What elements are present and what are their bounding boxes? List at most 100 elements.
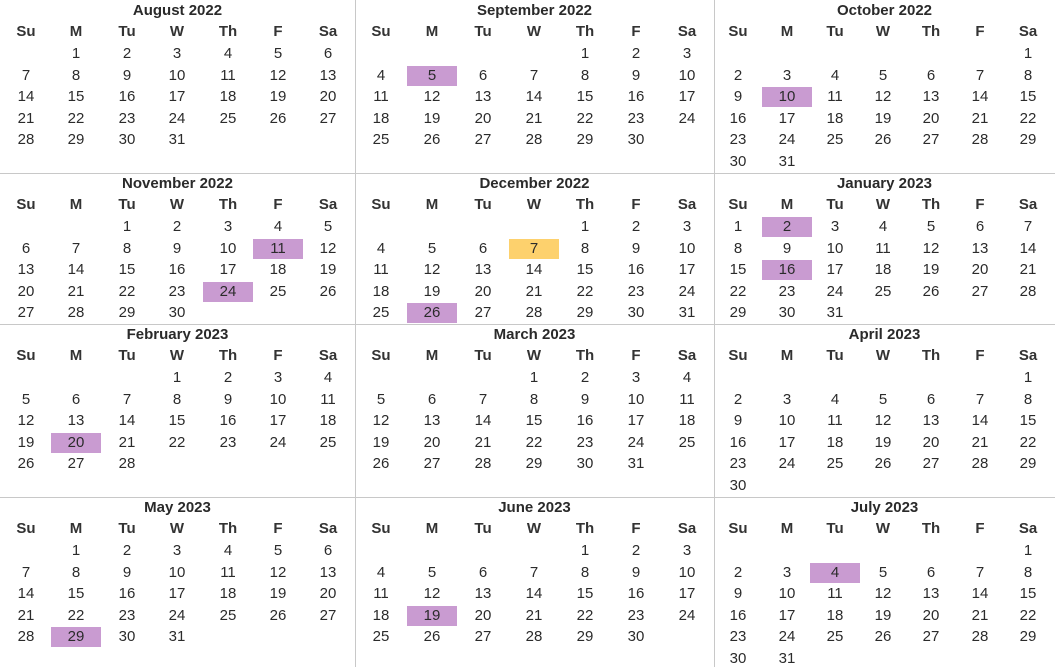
day-cell[interactable]: 21 xyxy=(118,433,136,451)
day-cell[interactable]: 3 xyxy=(631,369,641,386)
day-cell[interactable]: 7 xyxy=(975,390,985,408)
day-cell[interactable]: 2 xyxy=(223,369,233,386)
day-cell[interactable]: 11 xyxy=(679,390,695,408)
day-cell[interactable]: 11 xyxy=(320,390,336,408)
day-cell[interactable]: 25 xyxy=(219,109,237,127)
day-cell[interactable]: 6 xyxy=(71,390,81,408)
day-cell[interactable]: 21 xyxy=(525,606,543,624)
day-cell[interactable]: 10 xyxy=(168,66,186,84)
day-cell[interactable]: 30 xyxy=(729,476,747,494)
day-cell[interactable]: 23 xyxy=(118,606,136,624)
day-cell[interactable]: 22 xyxy=(168,433,186,451)
day-cell[interactable]: 3 xyxy=(782,563,792,581)
day-cell[interactable]: 26 xyxy=(922,282,940,300)
day-cell[interactable]: 1 xyxy=(733,218,743,235)
day-cell[interactable]: 24 xyxy=(678,282,696,300)
day-cell[interactable]: 6 xyxy=(478,66,488,84)
day-cell[interactable]: 4 xyxy=(830,390,840,408)
day-cell[interactable]: 13 xyxy=(474,88,492,105)
day-cell[interactable]: 5 xyxy=(878,66,888,84)
day-cell[interactable]: 22 xyxy=(576,282,594,300)
day-cell[interactable]: 14 xyxy=(474,412,492,429)
day-cell[interactable]: 7 xyxy=(71,239,81,257)
day-cell[interactable]: 22 xyxy=(118,282,136,300)
day-cell[interactable]: 6 xyxy=(926,390,936,408)
day-cell[interactable]: 5 xyxy=(878,390,888,408)
day-cell[interactable]: 29 xyxy=(576,131,594,148)
day-cell[interactable]: 11 xyxy=(373,585,389,602)
day-cell[interactable]: 10 xyxy=(778,412,796,429)
day-cell[interactable]: 3 xyxy=(172,542,182,559)
day-cell[interactable]: 12 xyxy=(423,88,441,105)
day-cell[interactable]: 12 xyxy=(423,585,441,602)
day-cell[interactable]: 9 xyxy=(631,239,641,257)
day-cell[interactable]: 20 xyxy=(474,109,492,127)
day-cell[interactable]: 25 xyxy=(319,433,337,451)
day-cell[interactable]: 28 xyxy=(67,304,85,321)
day-cell[interactable]: 14 xyxy=(67,261,85,278)
day-cell[interactable]: 16 xyxy=(168,261,186,278)
day-cell[interactable]: 16 xyxy=(729,606,747,624)
day-cell[interactable]: 9 xyxy=(580,390,590,408)
day-cell[interactable]: 1 xyxy=(122,218,132,235)
day-cell[interactable]: 31 xyxy=(778,152,796,170)
day-cell[interactable]: 17 xyxy=(778,109,796,127)
day-cell[interactable]: 17 xyxy=(678,261,696,278)
day-cell[interactable]: 22 xyxy=(67,109,85,127)
day-cell[interactable]: 1 xyxy=(580,45,590,62)
day-cell[interactable]: 4 xyxy=(376,239,386,257)
day-cell[interactable]: 2 xyxy=(631,542,641,559)
day-cell[interactable]: 2 xyxy=(733,66,743,84)
day-cell[interactable]: 2 xyxy=(580,369,590,386)
day-cell[interactable]: 14 xyxy=(17,88,35,105)
day-cell[interactable]: 5 xyxy=(273,45,283,62)
day-cell[interactable]: 23 xyxy=(778,282,796,300)
day-cell[interactable]: 9 xyxy=(122,66,132,84)
day-cell[interactable]: 19 xyxy=(319,261,337,278)
day-cell[interactable]: 31 xyxy=(678,304,696,321)
day-cell[interactable]: 15 xyxy=(576,261,594,278)
day-cell[interactable]: 11 xyxy=(827,412,843,429)
day-cell[interactable]: 4 xyxy=(376,66,386,84)
day-cell[interactable]: 18 xyxy=(219,585,237,602)
day-cell[interactable]: 22 xyxy=(525,433,543,451)
day-cell-highlighted[interactable]: 20 xyxy=(51,432,101,453)
day-cell-highlighted[interactable]: 29 xyxy=(51,627,101,647)
day-cell[interactable]: 30 xyxy=(627,131,645,148)
day-cell[interactable]: 20 xyxy=(922,109,940,127)
day-cell[interactable]: 10 xyxy=(678,563,696,581)
day-cell[interactable]: 27 xyxy=(474,131,492,148)
day-cell[interactable]: 4 xyxy=(223,45,233,62)
day-cell[interactable]: 8 xyxy=(71,563,81,581)
day-cell[interactable]: 23 xyxy=(729,131,747,148)
day-cell[interactable]: 27 xyxy=(922,455,940,472)
day-cell[interactable]: 18 xyxy=(372,606,390,624)
day-cell[interactable]: 7 xyxy=(529,563,539,581)
day-cell[interactable]: 14 xyxy=(525,261,543,278)
day-cell[interactable]: 6 xyxy=(21,239,31,257)
day-cell[interactable]: 9 xyxy=(733,88,743,105)
day-cell[interactable]: 9 xyxy=(172,239,182,257)
day-cell[interactable]: 30 xyxy=(729,649,747,667)
day-cell[interactable]: 3 xyxy=(682,218,692,235)
day-cell[interactable]: 17 xyxy=(219,261,237,278)
day-cell[interactable]: 13 xyxy=(319,563,337,581)
day-cell[interactable]: 13 xyxy=(922,585,940,602)
day-cell[interactable]: 17 xyxy=(778,606,796,624)
day-cell[interactable]: 23 xyxy=(219,433,237,451)
day-cell[interactable]: 16 xyxy=(627,585,645,602)
day-cell[interactable]: 21 xyxy=(17,109,35,127)
day-cell[interactable]: 5 xyxy=(376,390,386,408)
day-cell[interactable]: 16 xyxy=(729,109,747,127)
day-cell[interactable]: 13 xyxy=(971,239,989,257)
day-cell[interactable]: 23 xyxy=(627,109,645,127)
day-cell[interactable]: 26 xyxy=(423,628,441,645)
day-cell[interactable]: 30 xyxy=(576,455,594,472)
day-cell[interactable]: 10 xyxy=(168,563,186,581)
day-cell[interactable]: 2 xyxy=(631,218,641,235)
day-cell[interactable]: 27 xyxy=(474,304,492,321)
day-cell[interactable]: 20 xyxy=(922,433,940,451)
day-cell[interactable]: 24 xyxy=(778,628,796,645)
day-cell[interactable]: 7 xyxy=(21,66,31,84)
day-cell[interactable]: 18 xyxy=(372,109,390,127)
